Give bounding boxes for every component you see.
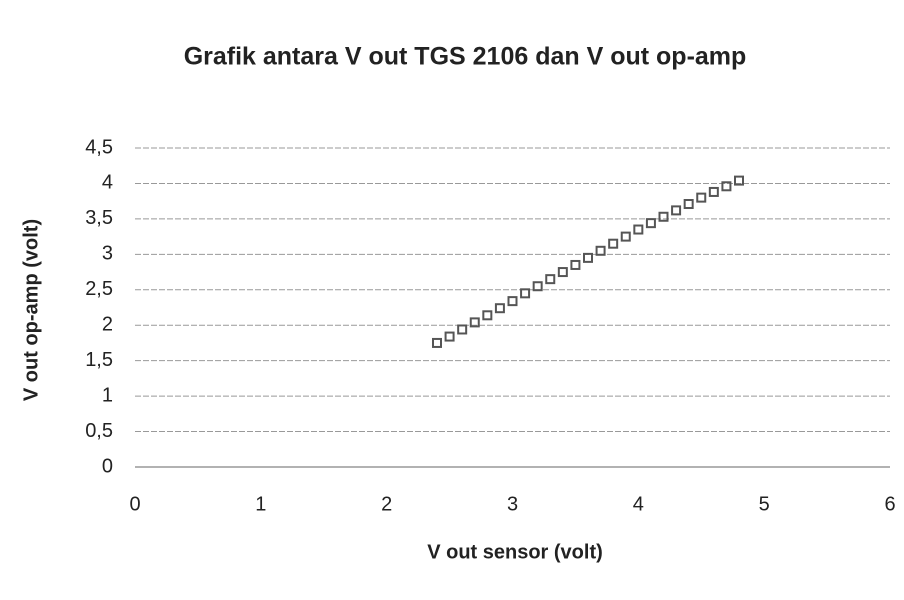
x-axis-label: V out sensor (volt) (427, 541, 603, 563)
x-tick-label: 3 (507, 493, 518, 515)
x-tick-label: 5 (759, 493, 770, 515)
point (721, 181, 732, 192)
y-tick-label: 4,5 (85, 136, 113, 158)
x-tick-label: 2 (381, 493, 392, 515)
y-tick-label: 0,5 (85, 420, 113, 442)
chart-title: Grafik antara V out TGS 2106 dan V out o… (184, 43, 747, 71)
point (620, 231, 631, 242)
point (608, 238, 619, 249)
y-tick-label: 3,5 (85, 207, 113, 229)
point (683, 199, 694, 210)
point (708, 186, 719, 197)
y-tick-label: 4 (102, 172, 113, 194)
point (507, 296, 518, 307)
y-tick-label: 3 (102, 243, 113, 265)
point (696, 192, 707, 203)
y-tick-label: 2,5 (85, 278, 113, 300)
point (494, 303, 505, 314)
y-tick-label: 1 (102, 384, 113, 406)
y-tick-label: 1,5 (85, 349, 113, 371)
point (583, 252, 593, 263)
point (658, 211, 669, 222)
point (645, 218, 656, 229)
point (532, 281, 543, 292)
x-tick-label: 0 (129, 493, 140, 515)
x-tick-label: 4 (633, 493, 644, 515)
point (633, 224, 644, 235)
point (595, 245, 606, 256)
point (545, 274, 556, 285)
y-tick-label: 2 (102, 314, 113, 336)
point (520, 288, 531, 299)
x-tick-label: 1 (255, 493, 266, 515)
point (432, 337, 442, 348)
point (457, 324, 468, 335)
point (482, 310, 493, 321)
x-tick-label: 6 (884, 493, 895, 515)
point (734, 175, 744, 186)
y-tick-label: 0 (102, 455, 113, 477)
y-axis-label: V out op-amp (volt) (20, 219, 42, 401)
point (469, 317, 480, 328)
point (570, 259, 581, 270)
point (444, 331, 455, 342)
point (671, 205, 682, 216)
point (557, 267, 568, 278)
